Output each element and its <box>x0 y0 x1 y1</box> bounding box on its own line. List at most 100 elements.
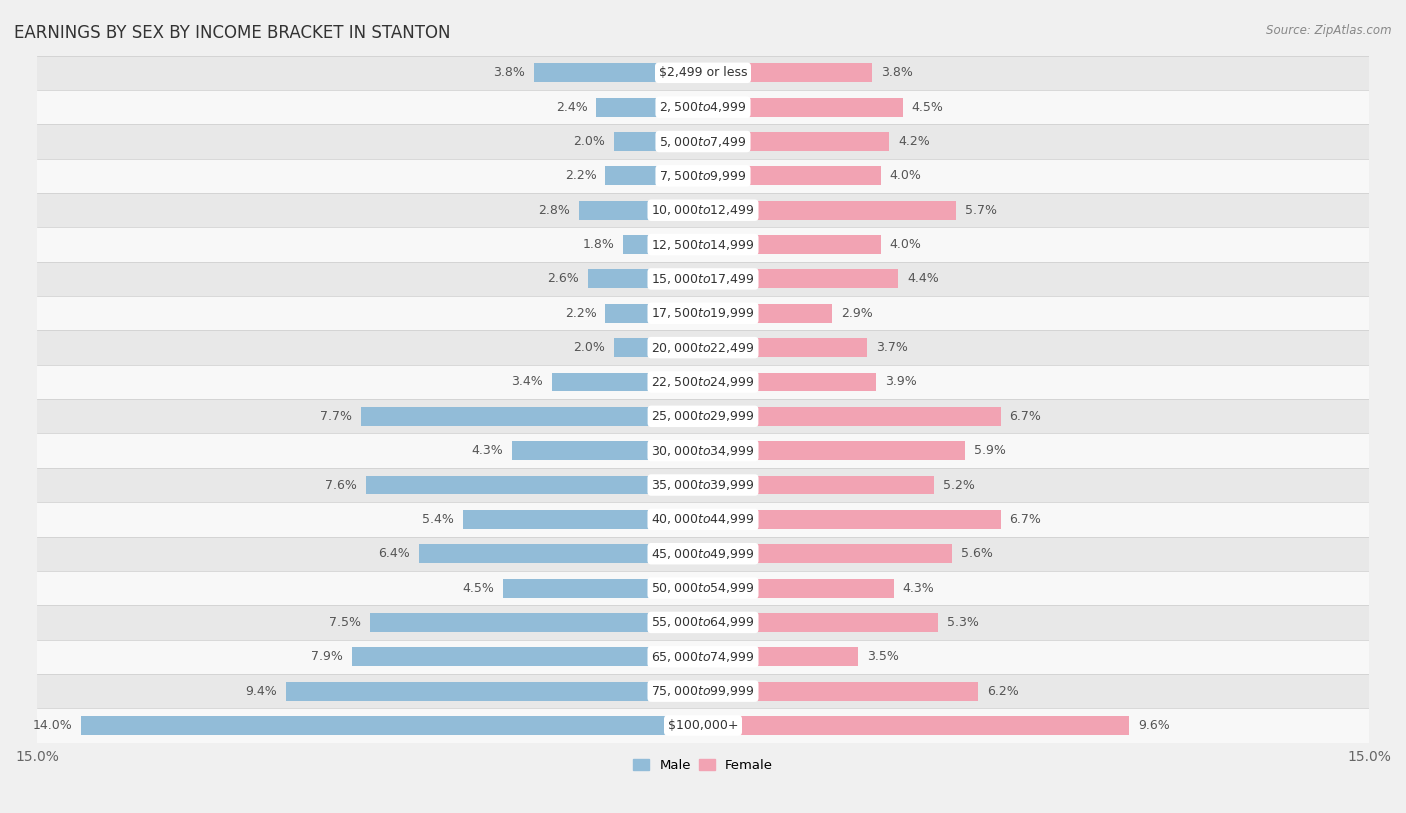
Bar <box>37 124 1369 159</box>
Text: $35,000 to $39,999: $35,000 to $39,999 <box>651 478 755 492</box>
Bar <box>37 55 1369 90</box>
Bar <box>37 365 1369 399</box>
Text: $25,000 to $29,999: $25,000 to $29,999 <box>651 409 755 424</box>
Bar <box>37 399 1369 433</box>
Text: $12,500 to $14,999: $12,500 to $14,999 <box>651 237 755 251</box>
Bar <box>703 63 872 82</box>
Text: $30,000 to $34,999: $30,000 to $34,999 <box>651 444 755 458</box>
Bar <box>588 269 703 289</box>
Text: 7.7%: 7.7% <box>321 410 353 423</box>
Bar <box>703 372 876 391</box>
Text: 2.0%: 2.0% <box>574 135 606 148</box>
Text: 5.7%: 5.7% <box>965 204 997 217</box>
Bar <box>37 467 1369 502</box>
Text: 5.3%: 5.3% <box>948 616 979 629</box>
Text: 4.5%: 4.5% <box>911 101 943 114</box>
Bar <box>37 262 1369 296</box>
Bar <box>703 579 894 598</box>
Bar <box>37 605 1369 640</box>
Text: $50,000 to $54,999: $50,000 to $54,999 <box>651 581 755 595</box>
Bar <box>463 510 703 528</box>
Bar <box>37 674 1369 708</box>
Text: $100,000+: $100,000+ <box>668 719 738 732</box>
Bar <box>503 579 703 598</box>
Text: 5.9%: 5.9% <box>974 444 1005 457</box>
Bar <box>534 63 703 82</box>
Text: 7.9%: 7.9% <box>312 650 343 663</box>
Text: 2.4%: 2.4% <box>555 101 588 114</box>
Bar <box>703 647 859 666</box>
Text: 9.4%: 9.4% <box>245 685 277 698</box>
Text: $40,000 to $44,999: $40,000 to $44,999 <box>651 512 755 526</box>
Bar <box>703 338 868 357</box>
Text: 4.2%: 4.2% <box>898 135 931 148</box>
Text: $55,000 to $64,999: $55,000 to $64,999 <box>651 615 755 629</box>
Text: 3.9%: 3.9% <box>884 376 917 389</box>
Bar <box>703 304 832 323</box>
Text: 6.2%: 6.2% <box>987 685 1019 698</box>
Bar <box>703 441 965 460</box>
Text: $45,000 to $49,999: $45,000 to $49,999 <box>651 546 755 561</box>
Text: $65,000 to $74,999: $65,000 to $74,999 <box>651 650 755 663</box>
Bar <box>703 132 890 151</box>
Legend: Male, Female: Male, Female <box>627 754 779 777</box>
Bar <box>703 613 938 632</box>
Text: 1.8%: 1.8% <box>582 238 614 251</box>
Bar <box>353 647 703 666</box>
Text: 2.2%: 2.2% <box>565 169 596 182</box>
Bar <box>366 476 703 494</box>
Text: $10,000 to $12,499: $10,000 to $12,499 <box>651 203 755 217</box>
Text: 2.6%: 2.6% <box>547 272 579 285</box>
Bar <box>606 167 703 185</box>
Bar <box>37 708 1369 742</box>
Text: 3.8%: 3.8% <box>880 67 912 80</box>
Text: 7.5%: 7.5% <box>329 616 361 629</box>
Text: 3.5%: 3.5% <box>868 650 900 663</box>
Bar <box>703 681 979 701</box>
Bar <box>553 372 703 391</box>
Bar <box>703 201 956 220</box>
Bar <box>703 98 903 116</box>
Text: 4.4%: 4.4% <box>907 272 939 285</box>
Bar <box>37 159 1369 193</box>
Bar <box>37 296 1369 330</box>
Bar <box>703 269 898 289</box>
Bar <box>596 98 703 116</box>
Bar <box>37 537 1369 571</box>
Text: $7,500 to $9,999: $7,500 to $9,999 <box>659 169 747 183</box>
Text: 3.7%: 3.7% <box>876 341 908 354</box>
Bar <box>703 510 1001 528</box>
Bar <box>703 544 952 563</box>
Bar <box>703 167 880 185</box>
Bar <box>37 433 1369 467</box>
Text: $22,500 to $24,999: $22,500 to $24,999 <box>651 375 755 389</box>
Text: 2.0%: 2.0% <box>574 341 606 354</box>
Bar <box>37 228 1369 262</box>
Text: 3.4%: 3.4% <box>512 376 543 389</box>
Bar <box>512 441 703 460</box>
Text: 7.6%: 7.6% <box>325 479 357 492</box>
Bar <box>614 338 703 357</box>
Text: $17,500 to $19,999: $17,500 to $19,999 <box>651 307 755 320</box>
Bar <box>37 90 1369 124</box>
Text: 9.6%: 9.6% <box>1139 719 1170 732</box>
Text: 2.9%: 2.9% <box>841 307 872 320</box>
Text: 5.4%: 5.4% <box>422 513 454 526</box>
Text: $20,000 to $22,499: $20,000 to $22,499 <box>651 341 755 354</box>
Bar <box>606 304 703 323</box>
Bar <box>703 716 1129 735</box>
Bar <box>370 613 703 632</box>
Bar <box>703 235 880 254</box>
Bar <box>703 476 934 494</box>
Bar <box>37 193 1369 228</box>
Bar <box>361 406 703 426</box>
Text: 6.7%: 6.7% <box>1010 513 1042 526</box>
Text: 4.3%: 4.3% <box>903 581 935 594</box>
Text: 2.2%: 2.2% <box>565 307 596 320</box>
Bar <box>37 502 1369 537</box>
Bar <box>37 330 1369 365</box>
Text: 2.8%: 2.8% <box>538 204 569 217</box>
Text: 5.6%: 5.6% <box>960 547 993 560</box>
Text: 5.2%: 5.2% <box>943 479 974 492</box>
Text: $2,500 to $4,999: $2,500 to $4,999 <box>659 100 747 114</box>
